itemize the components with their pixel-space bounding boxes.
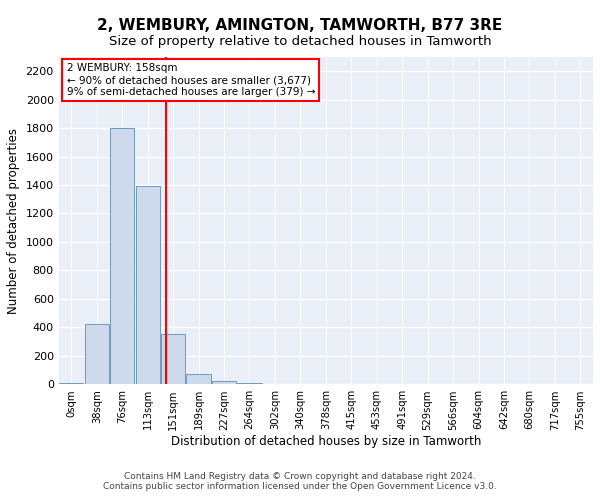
Bar (110, 128, 134, 384)
Text: Contains public sector information licensed under the Open Government Licence v3: Contains public sector information licen… (103, 482, 497, 491)
Bar (161, 334, 185, 384)
Text: Size of property relative to detached houses in Tamworth: Size of property relative to detached ho… (109, 35, 491, 48)
Y-axis label: Number of detached properties: Number of detached properties (7, 128, 20, 314)
Bar (85, 324, 109, 384)
Bar (187, 374, 211, 384)
Bar (136, 186, 160, 384)
Text: 2, WEMBURY, AMINGTON, TAMWORTH, B77 3RE: 2, WEMBURY, AMINGTON, TAMWORTH, B77 3RE (97, 18, 503, 32)
Bar (59, 383, 83, 384)
Text: Contains HM Land Registry data © Crown copyright and database right 2024.: Contains HM Land Registry data © Crown c… (124, 472, 476, 481)
X-axis label: Distribution of detached houses by size in Tamworth: Distribution of detached houses by size … (170, 435, 481, 448)
Text: 2 WEMBURY: 158sqm
← 90% of detached houses are smaller (3,677)
9% of semi-detach: 2 WEMBURY: 158sqm ← 90% of detached hous… (67, 64, 315, 96)
Bar (212, 380, 236, 384)
Bar (238, 383, 262, 384)
